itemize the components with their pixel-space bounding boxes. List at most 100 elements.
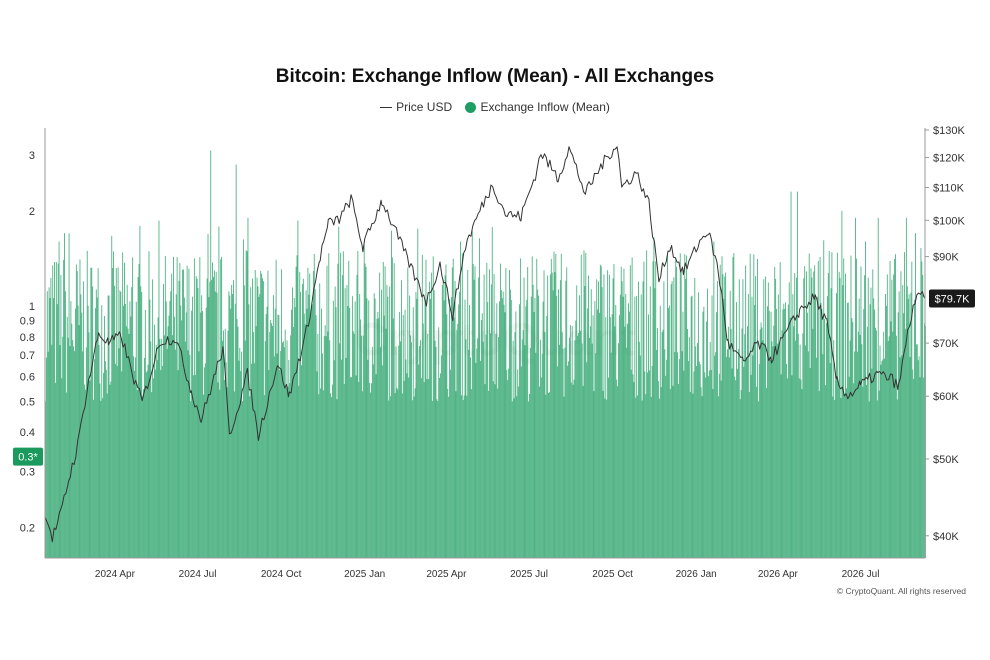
inflow-bar — [597, 309, 599, 558]
inflow-bar — [163, 335, 165, 558]
inflow-bar — [917, 360, 919, 558]
inflow-bar — [847, 302, 849, 558]
inflow-bar — [455, 391, 457, 558]
inflow-bar — [621, 281, 623, 558]
inflow-bar — [142, 395, 144, 558]
inflow-bar — [546, 315, 548, 558]
x-tick-label: 2026 Apr — [758, 569, 799, 580]
inflow-bar — [335, 307, 337, 558]
inflow-bar — [269, 331, 271, 558]
inflow-bar — [435, 346, 437, 558]
inflow-bar — [795, 340, 797, 558]
inflow-bar — [551, 272, 553, 558]
inflow-bar — [154, 369, 156, 558]
inflow-bar — [358, 381, 360, 558]
inflow-bar — [703, 306, 705, 558]
inflow-bar — [393, 263, 395, 558]
inflow-bar — [851, 318, 853, 558]
inflow-bar — [99, 383, 101, 558]
inflow-bar — [67, 337, 69, 558]
inflow-bar — [242, 401, 243, 558]
inflow-bar — [45, 357, 47, 558]
inflow-bar — [763, 279, 765, 558]
inflow-bar — [556, 295, 558, 558]
inflow-bar — [408, 377, 410, 558]
inflow-bar — [528, 401, 530, 558]
inflow-bar — [81, 312, 83, 558]
inflow-bar — [569, 325, 571, 558]
inflow-bar — [250, 287, 252, 558]
inflow-bar — [918, 356, 920, 558]
inflow-bar — [702, 311, 704, 558]
inflow-bar — [502, 291, 504, 558]
inflow-bar — [457, 323, 459, 558]
inflow-bar — [543, 270, 545, 558]
inflow-bar — [303, 313, 305, 558]
inflow-bar — [836, 252, 838, 558]
inflow-bar — [770, 311, 772, 558]
inflow-bar — [912, 369, 914, 558]
inflow-bar — [114, 285, 115, 558]
right-tick-label: $130K — [933, 125, 965, 137]
inflow-bar — [865, 384, 867, 558]
inflow-bar — [149, 299, 151, 558]
inflow-bar — [132, 257, 134, 558]
inflow-bar — [249, 396, 251, 558]
inflow-bar — [852, 322, 854, 558]
inflow-bar — [49, 297, 51, 558]
inflow-bar — [525, 306, 527, 558]
inflow-bar — [237, 326, 239, 558]
inflow-bar — [246, 251, 248, 558]
inflow-bar — [434, 340, 436, 558]
inflow-bar — [555, 254, 557, 558]
legend-item-inflow[interactable]: Exchange Inflow (Mean) — [465, 100, 610, 114]
inflow-bar — [787, 304, 789, 558]
inflow-bar — [706, 321, 708, 558]
inflow-bar — [419, 346, 421, 558]
left-tick-label: 0.4 — [20, 427, 35, 439]
inflow-bar — [767, 282, 769, 558]
inflow-bar — [66, 316, 68, 558]
inflow-bar — [101, 305, 103, 558]
inflow-bar — [885, 294, 886, 558]
inflow-bar — [569, 337, 570, 558]
inflow-bar — [695, 346, 697, 558]
inflow-bar — [251, 363, 253, 558]
inflow-bar — [422, 323, 424, 558]
inflow-bar — [572, 384, 574, 558]
inflow-bar — [113, 251, 115, 558]
inflow-bar — [183, 297, 185, 558]
chart-legend: Price USD Exchange Inflow (Mean) — [0, 99, 990, 114]
inflow-bar — [272, 325, 273, 558]
inflow-bar — [813, 271, 815, 558]
inflow-bar — [834, 399, 836, 558]
inflow-bar — [94, 308, 96, 558]
inflow-bar — [373, 293, 375, 558]
inflow-bar — [673, 277, 675, 558]
inflow-bar — [266, 306, 268, 558]
inflow-bar — [70, 301, 72, 558]
inflow-bar — [598, 281, 599, 558]
inflow-bar — [802, 333, 804, 558]
inflow-bar — [542, 301, 544, 558]
inflow-bar — [402, 315, 404, 558]
inflow-bar — [875, 330, 877, 558]
inflow-bar — [88, 332, 90, 558]
inflow-bar — [157, 317, 159, 558]
legend-item-price[interactable]: Price USD — [380, 100, 452, 114]
inflow-bar — [460, 241, 461, 559]
inflow-bar — [923, 377, 925, 558]
inflow-bar — [325, 336, 327, 558]
inflow-bar — [193, 375, 194, 558]
inflow-bar — [872, 269, 874, 558]
inflow-bar — [836, 293, 837, 558]
inflow-bar — [625, 294, 627, 558]
inflow-bar — [897, 312, 899, 558]
inflow-bar — [114, 363, 116, 558]
inflow-bar — [651, 366, 653, 558]
inflow-bar — [587, 308, 589, 558]
inflow-bar — [610, 352, 612, 558]
inflow-bar — [194, 374, 196, 558]
inflow-bar — [800, 379, 802, 558]
inflow-bar — [811, 277, 813, 558]
